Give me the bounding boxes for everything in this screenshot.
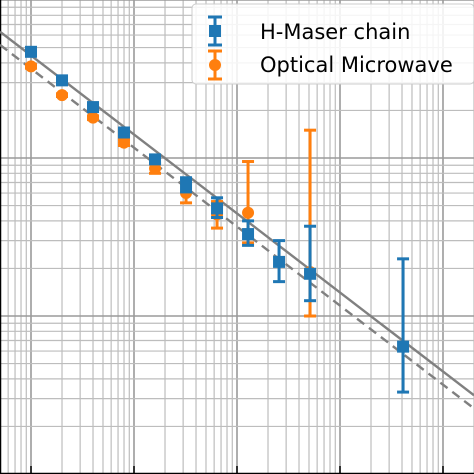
data-point [56, 74, 69, 87]
marker-circle [118, 136, 131, 149]
marker-square [211, 202, 224, 215]
marker-square [56, 74, 69, 87]
series-hmaser-chain [25, 45, 410, 394]
marker-square [118, 126, 131, 139]
data-point [87, 111, 100, 124]
data-point [87, 101, 100, 114]
data-point [25, 45, 38, 58]
marker-circle [242, 206, 255, 219]
reference-lines [0, 30, 474, 410]
data-point [56, 89, 69, 102]
marker-square [242, 228, 255, 241]
marker-square [397, 340, 410, 353]
legend-box [191, 3, 474, 85]
marker-circle [87, 111, 100, 124]
marker-square [273, 255, 286, 268]
marker-circle [25, 60, 38, 73]
data-point [211, 196, 224, 220]
marker-square [180, 178, 193, 191]
data-point [118, 126, 131, 139]
data-point [273, 239, 286, 284]
legend-marker-optical [208, 49, 222, 81]
dashed-reference-line [0, 43, 474, 410]
data-point [118, 136, 131, 149]
legend: H-Maser chain Optical Microwave [191, 3, 474, 85]
marker-square [149, 153, 162, 166]
data-point [25, 60, 38, 73]
data-series [25, 45, 410, 394]
marker-square [87, 101, 100, 114]
data-point [242, 219, 255, 247]
marker-square [25, 45, 38, 58]
legend-label-optical: Optical Microwave [260, 53, 453, 77]
data-point [304, 224, 317, 303]
data-point [149, 153, 162, 166]
solid-reference-line [0, 30, 474, 397]
marker-square [304, 267, 317, 280]
data-point [397, 257, 410, 394]
data-point [180, 176, 193, 194]
legend-marker-hmaser [208, 15, 222, 47]
legend-label-hmaser: H-Maser chain [260, 20, 410, 44]
marker-circle [56, 89, 69, 102]
series-optical-microwave [25, 60, 317, 318]
